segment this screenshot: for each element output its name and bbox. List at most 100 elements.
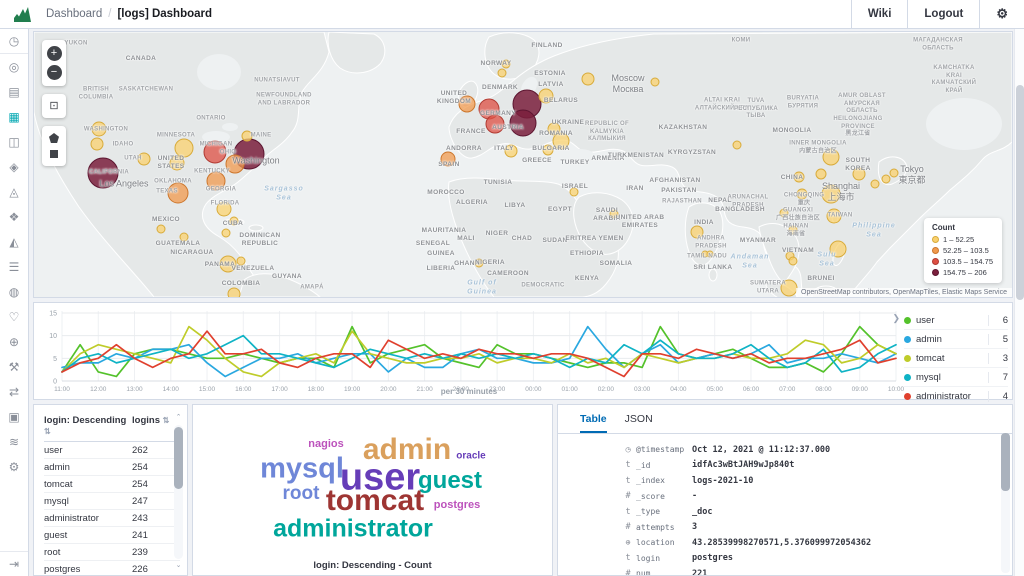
chart-series-mysql[interactable]	[61, 334, 897, 373]
map-marker[interactable]	[706, 250, 714, 258]
map-marker[interactable]	[179, 232, 189, 242]
map-marker[interactable]	[569, 187, 579, 197]
chart-legend-item-admin[interactable]: admin 5	[904, 330, 1008, 349]
map-marker[interactable]	[87, 157, 119, 189]
map-marker[interactable]	[793, 171, 805, 183]
map-marker[interactable]	[870, 179, 880, 189]
chart-legend-item-user[interactable]: user 6	[904, 311, 1008, 330]
table-row[interactable]: administrator 243	[44, 510, 180, 527]
zoom-in-button[interactable]: +	[46, 46, 62, 61]
logout-link[interactable]: Logout	[907, 0, 979, 28]
map-marker[interactable]	[822, 148, 840, 166]
map-marker[interactable]	[881, 174, 891, 184]
sidebar-item-logs[interactable]: ☰	[8, 259, 20, 274]
sidebar-item-machine-learning[interactable]: ◬	[9, 184, 19, 199]
table-row[interactable]: mysql 247	[44, 493, 180, 510]
map-marker[interactable]	[229, 216, 239, 226]
doc-scrollbar-thumb[interactable]	[1001, 433, 1010, 491]
map-marker[interactable]	[485, 114, 505, 134]
draw-polygon-button[interactable]	[49, 133, 59, 143]
map-marker[interactable]	[137, 152, 151, 166]
map-marker[interactable]	[219, 255, 237, 273]
logins-line-chart[interactable]: 11:00 12:00 13:00 14:00 15:00 16:00 17:00 18:00…	[36, 305, 906, 401]
map-marker[interactable]	[609, 209, 619, 219]
sidebar-item-stack-monitoring[interactable]: ≋	[8, 434, 20, 449]
sidebar-item-recently-viewed[interactable]: ◷	[0, 29, 28, 54]
map-marker[interactable]	[538, 88, 554, 104]
map-marker[interactable]	[203, 140, 227, 164]
map-marker[interactable]	[167, 182, 189, 204]
map-marker[interactable]	[552, 132, 570, 150]
world-map[interactable]	[34, 32, 1012, 297]
sidebar-item-discover[interactable]: ◎	[8, 59, 20, 74]
chart-series-administrator[interactable]	[61, 330, 897, 378]
map-marker[interactable]	[796, 188, 808, 200]
map-marker[interactable]	[509, 109, 537, 137]
table-header-login[interactable]: login: Descending ⇅	[44, 415, 127, 436]
map-marker[interactable]	[780, 279, 798, 297]
map-marker[interactable]	[852, 167, 866, 181]
scroll-up-icon[interactable]: ⌃	[175, 414, 182, 421]
sidebar-item-metrics[interactable]: ◭	[9, 234, 19, 249]
sidebar-item-saved-objects[interactable]: ▣	[8, 409, 20, 424]
fit-data-bounds-button[interactable]: ⊡	[49, 100, 59, 112]
map-marker[interactable]	[174, 138, 194, 158]
map-marker[interactable]	[788, 256, 798, 266]
tag-cloud-word-mysql[interactable]: mysql	[260, 452, 344, 485]
map-marker[interactable]	[581, 72, 595, 86]
tag-cloud-word-oracle[interactable]: oracle	[456, 450, 486, 462]
map-marker[interactable]	[474, 258, 484, 268]
table-row[interactable]: user 262	[44, 442, 180, 459]
tag-cloud-word-root[interactable]: root	[282, 483, 320, 504]
chart-legend-item-mysql[interactable]: mysql 7	[904, 368, 1008, 387]
map-marker[interactable]	[241, 130, 253, 142]
map-marker[interactable]	[826, 208, 842, 224]
sidebar-item-management[interactable]: ⚙	[8, 459, 20, 474]
sidebar-item-graph[interactable]: ❖	[8, 209, 20, 224]
wiki-link[interactable]: Wiki	[850, 0, 908, 28]
doc-tab-json[interactable]: JSON	[624, 413, 653, 425]
table-scrollbar[interactable]: ⌃ ⌄	[173, 413, 184, 571]
sidebar-item-dev-tools[interactable]: ⚒	[8, 359, 20, 374]
map-marker[interactable]	[91, 121, 107, 137]
map-marker[interactable]	[779, 208, 789, 218]
legend-toggle-icon[interactable]: ❯	[892, 313, 900, 323]
map-marker[interactable]	[236, 256, 246, 266]
map-marker[interactable]	[206, 171, 226, 191]
breadcrumb-dashboard-link[interactable]: Dashboard	[46, 8, 103, 20]
tag-cloud-word-postgres[interactable]: postgres	[433, 499, 481, 511]
table-row[interactable]: root 239	[44, 544, 180, 561]
map-marker[interactable]	[216, 201, 232, 217]
page-scrollbar-thumb[interactable]	[1016, 85, 1024, 300]
tag-cloud-word-nagios[interactable]: nagios	[308, 438, 344, 450]
table-row[interactable]: postgres 226	[44, 561, 180, 575]
settings-gear-icon[interactable]: ⚙	[979, 0, 1024, 28]
kibana-logo-icon[interactable]	[0, 6, 46, 22]
map-marker[interactable]	[440, 151, 456, 167]
table-header-logins[interactable]: logins ⇅	[132, 415, 170, 426]
tag-cloud-word-user[interactable]: user	[339, 456, 421, 499]
table-row[interactable]: tomcat 254	[44, 476, 180, 493]
map-marker[interactable]	[650, 77, 660, 87]
map-marker[interactable]	[169, 155, 185, 171]
map-marker[interactable]	[788, 225, 798, 235]
map-marker[interactable]	[542, 144, 554, 156]
collapse-sidebar-icon[interactable]: ⇥	[0, 551, 28, 576]
map-marker[interactable]	[547, 122, 561, 136]
sidebar-item-siem[interactable]: ⊕	[8, 334, 20, 349]
zoom-out-button[interactable]: −	[46, 65, 62, 80]
doc-scrollbar[interactable]	[1001, 433, 1010, 573]
tag-cloud-word-tomcat[interactable]: tomcat	[325, 484, 425, 517]
page-scrollbar[interactable]	[1014, 29, 1024, 576]
map-marker[interactable]	[156, 224, 166, 234]
sidebar-item-dashboard[interactable]: ▦	[8, 109, 20, 124]
sidebar-item-canvas[interactable]: ◫	[8, 134, 20, 149]
scroll-down-icon[interactable]: ⌄	[175, 562, 182, 569]
table-row[interactable]: guest 241	[44, 527, 180, 544]
map-marker[interactable]	[221, 228, 231, 238]
map-marker[interactable]	[732, 140, 742, 150]
chart-series-tomcat[interactable]	[61, 325, 897, 378]
chart-series-user[interactable]	[61, 325, 897, 378]
sidebar-item-maps[interactable]: ◈	[9, 159, 19, 174]
map-marker[interactable]	[227, 287, 241, 297]
